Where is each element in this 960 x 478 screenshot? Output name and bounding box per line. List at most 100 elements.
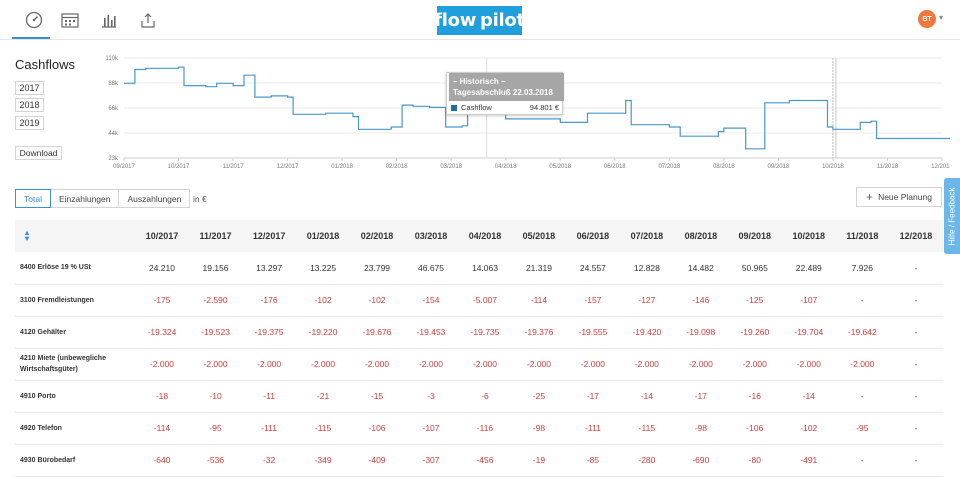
tab-total[interactable]: Total: [15, 189, 51, 208]
year-button-2017[interactable]: 2017: [15, 81, 44, 95]
table-cell: -: [914, 423, 918, 433]
unit-label: in €: [193, 194, 207, 204]
column-header: 10/2018: [792, 231, 826, 241]
x-tick-label: 01/2018: [331, 164, 353, 170]
new-plan-button[interactable]: + Neue Planung: [856, 187, 942, 207]
table-cell: -32: [262, 455, 276, 465]
table-cell: 23.799: [364, 262, 391, 273]
table-row[interactable]: 8400 Erlöse 19 % USt 24.210 19.156 13.297 13…: [15, 252, 943, 284]
flowpilot-logo[interactable]: flow pilot: [434, 6, 525, 35]
year-button-2018[interactable]: 2018: [15, 98, 44, 112]
table-cell: -18: [155, 391, 169, 401]
table-cell: -102: [800, 423, 818, 433]
table-cell: -176: [260, 295, 278, 305]
table-cell: -2.000: [796, 359, 821, 369]
cashflow-table: ▴ ▾ 10/2017 11/2017 12/2017 01/2018 02/2018 03…: [15, 220, 943, 477]
table-cell: -98: [694, 423, 707, 433]
calendar-icon[interactable]: [58, 8, 82, 32]
chevron-down-icon[interactable]: ▾: [939, 13, 944, 22]
table-cell: -2.000: [311, 359, 336, 369]
sort-icon: ▴ ▾: [25, 227, 30, 243]
table-cell: -2.000: [634, 359, 659, 369]
table-cell: -175: [153, 295, 171, 305]
row-label: 4930 Bürobedarf: [20, 456, 76, 464]
table-cell: 12.828: [633, 262, 660, 273]
table-cell: -25: [532, 391, 546, 401]
tooltip-value: 94.801 €: [529, 103, 559, 112]
table-cell: -: [914, 391, 918, 401]
table-row[interactable]: 3100 Fremdleistungen -175 -2.590 -176 -102 -1…: [15, 284, 943, 316]
table-row[interactable]: 4930 Bürobedarf -640 -536 -32 -349 -409 -307 -4…: [15, 444, 943, 476]
table-cell: -102: [314, 295, 332, 305]
table-cell: 22.489: [795, 262, 822, 273]
x-tick-label: 12/2017: [277, 164, 299, 170]
sort-header[interactable]: ▴ ▾: [15, 220, 135, 252]
table-cell: -146: [692, 295, 710, 305]
table-row[interactable]: 4910 Porto -18 -10 -11 -21 -15 -3 -6 -25 -17 -14 -1…: [15, 380, 943, 412]
table-cell: -2.000: [257, 359, 282, 369]
avatar[interactable]: BT: [918, 10, 936, 28]
table-cell: -85: [586, 455, 600, 465]
table-cell: -19.676: [362, 327, 392, 337]
table-cell: -19.098: [686, 327, 716, 337]
table-cell: -17: [694, 391, 707, 401]
tab-auszahlungen[interactable]: Auszahlungen: [118, 189, 191, 208]
table-cell: -19.220: [308, 327, 338, 337]
table-row[interactable]: 4920 Telefon -114 -95 -111 -115 -106 -107 -116 -…: [15, 412, 943, 444]
table-cell: -2.000: [472, 359, 498, 369]
table-cell: -157: [584, 295, 602, 305]
table-row[interactable]: 4120 Gehälter -19.324 -19.523 -19.375 -19.22…: [15, 316, 943, 348]
y-tick-label: 66k: [108, 106, 119, 112]
x-tick-label: 11/2018: [877, 164, 899, 170]
table-cell: -280: [638, 455, 656, 465]
tab-einzahlungen[interactable]: Einzahlungen: [49, 189, 120, 208]
table-cell: -2.000: [580, 359, 605, 369]
table-cell: 14.063: [471, 262, 498, 273]
table-cell: -6: [481, 391, 489, 401]
table-cell: -2.000: [526, 359, 551, 369]
column-header: 03/2018: [414, 231, 448, 241]
table-cell: -2.000: [364, 359, 390, 369]
dashboard-icon[interactable]: [22, 8, 46, 32]
year-button-2019[interactable]: 2019: [15, 116, 44, 130]
y-tick-label: 23k: [108, 156, 119, 162]
table-cell: -19.555: [578, 327, 608, 337]
table-cell: 19.156: [202, 262, 229, 273]
table-cell: -154: [422, 295, 440, 305]
column-header: 11/2017: [199, 231, 232, 241]
column-header: 05/2018: [522, 231, 556, 241]
table-cell: -15: [370, 391, 384, 401]
table-cell: -: [914, 455, 918, 465]
table-cell: -17: [586, 391, 600, 401]
table-cell: -456: [476, 455, 494, 465]
table-cell: -21: [316, 391, 330, 401]
top-bar: flow pilot BT ▾: [0, 0, 960, 40]
table-cell: -19.453: [416, 327, 446, 337]
column-header: 02/2018: [360, 231, 394, 241]
feedback-label: Hilfe / Feedback: [947, 187, 957, 245]
table-cell: 46.675: [418, 262, 444, 273]
table-cell: -19.735: [470, 327, 500, 337]
download-button[interactable]: Download: [15, 146, 62, 160]
table-cell: -115: [314, 423, 332, 433]
x-tick-label: 02/2018: [386, 164, 408, 170]
logo-text-right: pilot: [480, 10, 525, 31]
table-cell: -2.000: [850, 359, 875, 369]
table-cell: -10: [209, 391, 222, 401]
feedback-tab[interactable]: Hilfe / Feedback: [944, 178, 960, 254]
table-cell: -16: [748, 391, 761, 401]
table-row[interactable]: 4210 Miete (unbewegliche Wirtschaftsgüte…: [15, 348, 943, 380]
column-header: 11/2018: [846, 231, 879, 241]
x-tick-label: 07/2018: [658, 164, 680, 170]
x-tick-label: 08/2018: [713, 164, 735, 170]
export-icon[interactable]: [136, 8, 160, 32]
bar-chart-icon[interactable]: [97, 8, 121, 32]
x-tick-label: 05/2018: [549, 164, 571, 170]
new-plan-label: Neue Planung: [878, 192, 932, 202]
table-header-row: ▴ ▾ 10/2017 11/2017 12/2017 01/2018 02/2018 03…: [15, 220, 943, 252]
x-tick-label: 04/2018: [495, 164, 517, 170]
table-cell: -: [914, 359, 918, 369]
row-label: 4210 Miete (unbewegliche Wirtschaftsgüte…: [20, 355, 106, 373]
table-cell: -19.642: [847, 327, 877, 337]
column-header: 04/2018: [468, 231, 502, 241]
